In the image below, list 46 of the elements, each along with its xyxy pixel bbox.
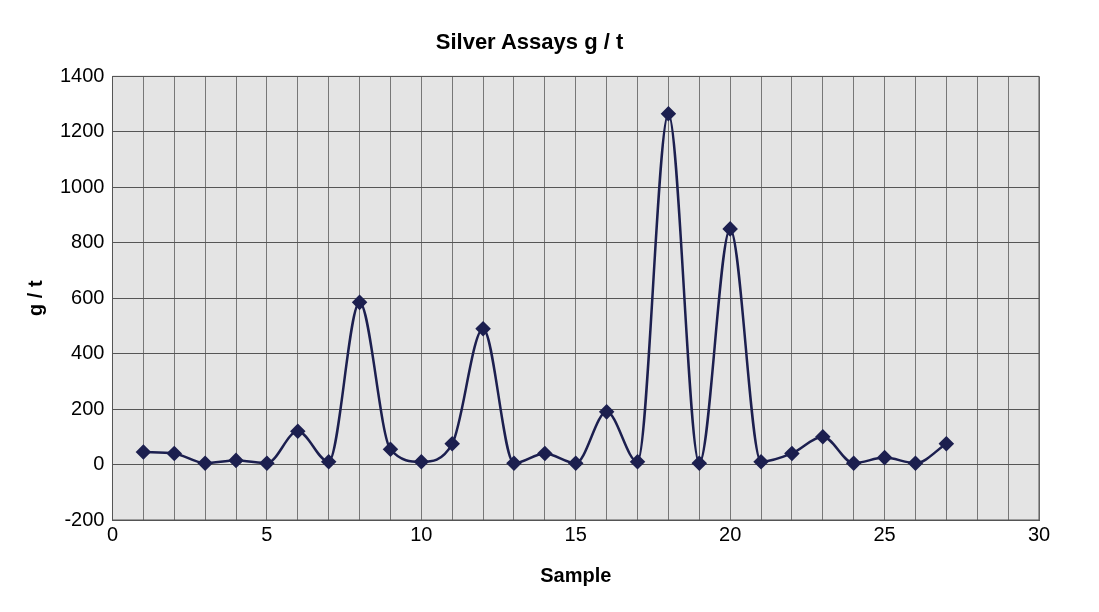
- point: [815, 429, 831, 445]
- point: [784, 446, 800, 461]
- point: [321, 454, 336, 470]
- point: [846, 455, 861, 471]
- y-tick-label: 600: [71, 285, 105, 308]
- y-tick-label: -200: [64, 507, 105, 530]
- point: [475, 321, 491, 336]
- x-tick-label: 30: [1027, 522, 1051, 545]
- point: [722, 221, 738, 237]
- point: [908, 455, 923, 471]
- x-tick-label: 10: [410, 522, 433, 545]
- point: [136, 444, 151, 460]
- y-tick-label: 0: [93, 452, 105, 475]
- y-tick-label: 1000: [59, 174, 105, 197]
- x-tick-label: 0: [106, 522, 119, 545]
- point: [259, 455, 275, 471]
- point: [568, 455, 583, 471]
- y-tick-label: 400: [71, 341, 105, 364]
- point: [414, 454, 429, 470]
- x-tick-label: 15: [564, 522, 587, 545]
- point: [352, 295, 367, 310]
- point: [661, 106, 676, 122]
- point: [692, 455, 707, 471]
- point: [290, 424, 306, 439]
- y-tick-label: 800: [71, 230, 105, 253]
- y-tick-label: 1200: [59, 119, 105, 142]
- x-tick-label: 5: [261, 522, 273, 545]
- y-axis-title: g / t: [23, 280, 46, 316]
- point: [506, 455, 522, 471]
- point: [167, 446, 182, 461]
- point: [939, 436, 954, 452]
- x-tick-label: 25: [873, 522, 896, 545]
- point: [877, 450, 892, 465]
- x-tick-label: 20: [719, 522, 742, 545]
- point: [197, 455, 213, 471]
- point: [599, 404, 614, 420]
- chart-title: Silver Assays g / t: [435, 29, 624, 55]
- point: [228, 453, 244, 468]
- point: [383, 442, 398, 457]
- y-tick-label: 200: [71, 396, 105, 419]
- x-axis-title: Sample: [540, 563, 612, 586]
- point: [444, 436, 460, 452]
- point: [630, 454, 645, 470]
- y-tick-label: 1400: [59, 63, 105, 86]
- point: [753, 454, 769, 470]
- point: [537, 446, 553, 461]
